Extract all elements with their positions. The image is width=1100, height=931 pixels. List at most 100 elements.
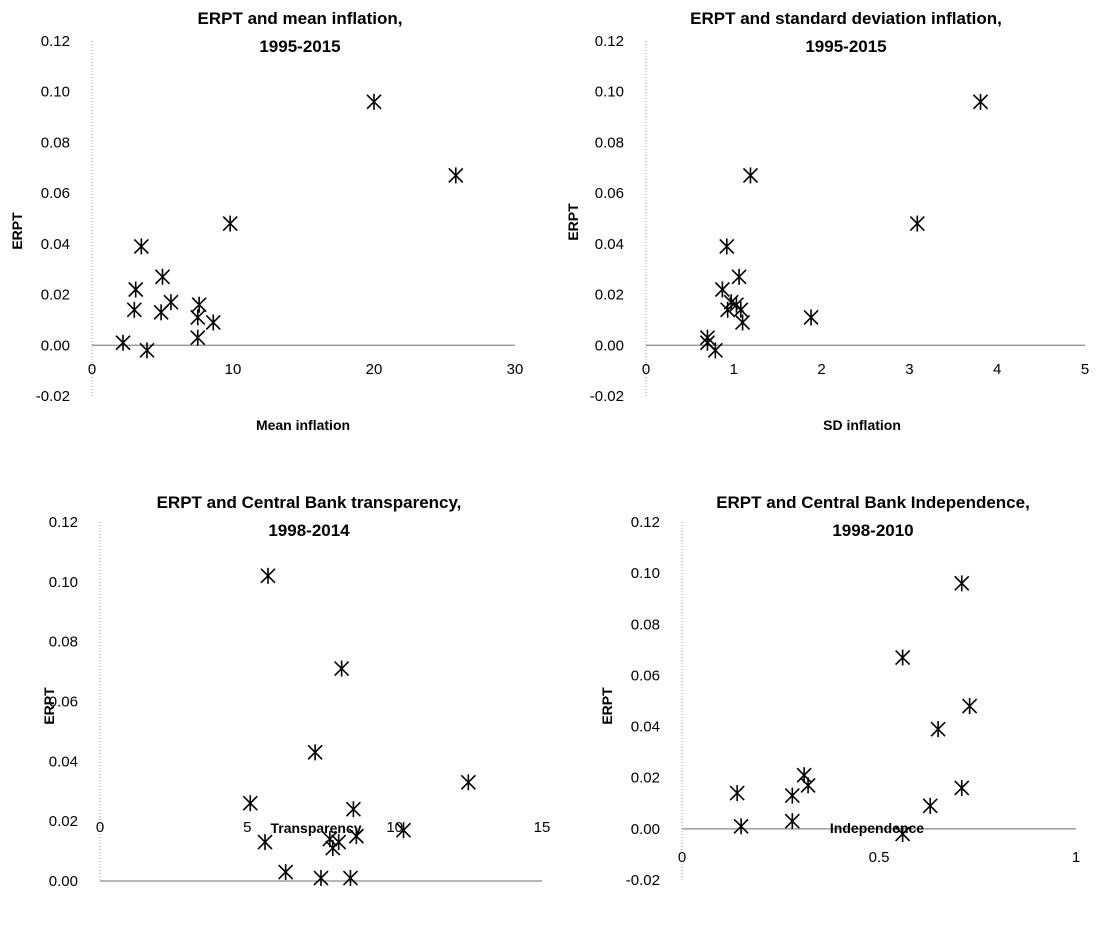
chart-panel-independence: ERPT and Central Bank Independence, 1998-…: [599, 493, 1080, 889]
chart-title-line-2: 1998-2010: [832, 521, 913, 540]
scatter-point: [972, 93, 989, 110]
scatter-point: [191, 296, 207, 313]
scatter-point: [366, 93, 382, 110]
scatter-point: [257, 834, 273, 851]
x-tick-label: 0.5: [869, 849, 890, 866]
scatter-point: [345, 801, 361, 818]
y-tick-label: 0.06: [49, 694, 78, 711]
y-tick-label: 0.02: [631, 770, 660, 787]
scatter-point: [784, 787, 800, 804]
scatter-point: [190, 309, 206, 326]
scatter-point: [448, 167, 464, 184]
chart-title-line-2: 1995-2015: [259, 37, 340, 56]
scatter-point: [731, 268, 747, 285]
scatter-point: [719, 238, 735, 255]
scatter-point: [260, 567, 276, 584]
data-points: [242, 567, 476, 887]
scatter-point: [128, 281, 144, 298]
x-tick-label: 0: [642, 361, 650, 378]
y-tick-label: 0.04: [631, 719, 660, 736]
x-tick-label: 20: [366, 361, 383, 378]
y-tick-label: 0.02: [595, 287, 624, 304]
x-axis-title: Transparency: [270, 820, 361, 836]
scatter-point: [163, 294, 179, 311]
y-tick-label: 0.06: [595, 185, 624, 202]
scatter-point: [115, 334, 131, 351]
data-points: [115, 93, 464, 359]
y-tick-label: 0.12: [595, 33, 624, 50]
scatter-point: [278, 864, 294, 881]
scatter-point: [222, 215, 238, 232]
y-tick-label: 0.06: [41, 185, 70, 202]
scatter-point: [954, 779, 970, 796]
x-tick-label: 15: [534, 819, 551, 836]
chart-panel-sd: ERPT and standard deviation inflation, 19…: [565, 9, 1089, 433]
y-tick-label: 0.10: [595, 84, 624, 101]
scatter-point: [190, 329, 206, 346]
scatter-point: [922, 797, 938, 814]
scatter-point: [803, 309, 819, 326]
scatter-point: [729, 785, 745, 802]
chart-title-line-1: ERPT and Central Bank transparency,: [157, 493, 462, 512]
y-tick-label: 0.10: [631, 565, 660, 582]
scatter-point: [784, 813, 800, 830]
chart-panel-mean: ERPT and mean inflation, 1995-2015 -0.02 0.…: [9, 9, 523, 433]
y-axis-title: ERPT: [9, 212, 25, 250]
chart-title-line-2: 1995-2015: [805, 37, 886, 56]
x-tick-label: 1: [1072, 849, 1080, 866]
scatter-point: [707, 342, 723, 359]
y-tick-label: 0.00: [41, 337, 70, 354]
scatter-point: [735, 314, 751, 331]
y-tick-label: -0.02: [590, 388, 624, 405]
y-tick-label: 0.00: [595, 337, 624, 354]
y-tick-label: 0.02: [41, 287, 70, 304]
scatter-point: [909, 215, 925, 232]
chart-title-line-2: 1998-2014: [268, 521, 350, 540]
scatter-point: [733, 818, 749, 835]
x-tick-label: 5: [243, 819, 251, 836]
x-axis-title: SD inflation: [823, 417, 901, 433]
scatter-point: [205, 314, 221, 331]
scatter-point: [133, 238, 149, 255]
scatter-point: [154, 268, 171, 285]
x-tick-label: 0: [88, 361, 96, 378]
x-tick-label: 10: [386, 819, 403, 836]
x-tick-label: 1: [730, 361, 738, 378]
y-tick-label: 0.04: [41, 236, 70, 253]
scatter-point: [313, 870, 329, 887]
y-tick-label: 0.06: [631, 667, 660, 684]
y-tick-label: 0.12: [41, 33, 70, 50]
y-tick-label: 0.08: [49, 634, 78, 651]
y-tick-label: 0.00: [49, 873, 78, 890]
x-tick-label: 5: [1081, 361, 1089, 378]
y-tick-label: 0.08: [595, 134, 624, 151]
scatter-point: [930, 721, 946, 738]
x-axis-title: Mean inflation: [256, 417, 350, 433]
x-tick-label: 2: [817, 361, 825, 378]
scatter-point: [742, 167, 759, 184]
y-axis-title: ERPT: [565, 203, 581, 241]
scatter-point: [126, 301, 142, 318]
y-tick-label: 0.04: [595, 236, 624, 253]
data-points: [699, 93, 989, 359]
y-tick-label: 0.12: [49, 514, 78, 531]
scatter-point: [895, 825, 911, 842]
scatter-point: [954, 575, 970, 592]
scatter-point: [720, 301, 736, 318]
x-tick-label: 10: [225, 361, 242, 378]
y-tick-label: 0.02: [49, 813, 78, 830]
x-tick-label: 0: [678, 849, 686, 866]
chart-title-line-1: ERPT and mean inflation,: [198, 9, 403, 28]
y-tick-label: 0.10: [41, 84, 70, 101]
y-tick-label: 0.12: [631, 514, 660, 531]
y-tick-label: -0.02: [36, 388, 70, 405]
x-tick-label: 30: [507, 361, 524, 378]
x-tick-label: 3: [905, 361, 913, 378]
scatter-point: [334, 660, 350, 677]
y-tick-label: 0.08: [631, 616, 660, 633]
chart-title-line-1: ERPT and Central Bank Independence,: [716, 493, 1030, 512]
chart-title-line-1: ERPT and standard deviation inflation,: [690, 9, 1002, 28]
y-tick-label: 0.04: [49, 753, 78, 770]
scatter-point: [139, 342, 155, 359]
